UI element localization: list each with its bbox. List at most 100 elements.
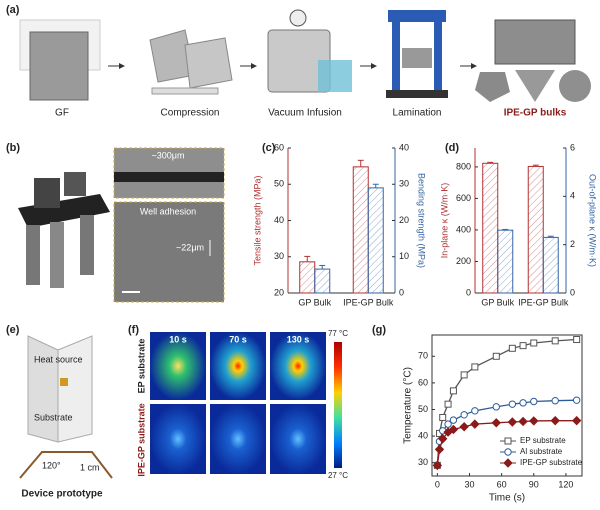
legend-marker: [504, 448, 512, 456]
y2-tick-label: 2: [570, 239, 575, 249]
marker: [530, 339, 538, 347]
panel-e: (e) Heat source Substrate 120° 1 cm Devi…: [6, 324, 113, 500]
y-tick-label: 400: [456, 224, 471, 234]
y-tick-label: 60: [418, 377, 428, 387]
error-bar: [502, 228, 509, 231]
gauge: [289, 9, 307, 27]
bar: [542, 236, 559, 294]
error-bar: [372, 183, 379, 188]
error-bar: [532, 164, 539, 167]
panel-label: (d): [445, 142, 459, 154]
sem-surface: [113, 201, 225, 303]
error-bar: [487, 161, 494, 164]
thermal-image: [210, 332, 266, 400]
bar: [367, 187, 384, 294]
bulk: [515, 70, 555, 102]
marker: [551, 337, 559, 345]
heat-source: [60, 378, 68, 386]
marker: [551, 397, 559, 405]
x-tick-label: 120: [558, 479, 573, 489]
legend-label: EP substrate: [520, 436, 566, 445]
y2-tick-label: 20: [399, 215, 409, 225]
y-tick-label: 30: [418, 457, 428, 467]
marker: [518, 416, 528, 427]
y-tick-label: 60: [274, 142, 284, 152]
y-tick-label: 50: [418, 404, 428, 414]
sheet: [184, 37, 233, 89]
bulk: [475, 72, 510, 102]
marker: [519, 399, 527, 407]
annotation: Heat source: [34, 354, 83, 364]
annotation: ~300μm: [152, 150, 185, 160]
y2-tick-label: 6: [570, 142, 575, 152]
panel-f: (f) 10 s 70 s 130 s EP substrate IPE-GP …: [128, 324, 348, 480]
bar: [314, 268, 331, 294]
time-label: 10 s: [169, 334, 187, 344]
sheet-stack: [151, 87, 219, 95]
y-tick-label: 30: [274, 251, 284, 261]
y-tick-label: 200: [456, 256, 471, 266]
plot-frame: [431, 334, 583, 477]
legend-marker: [504, 437, 512, 445]
annotation: 1 cm: [80, 462, 100, 472]
marker: [573, 336, 581, 344]
bar: [352, 166, 369, 294]
y-tick-label: 0: [466, 287, 471, 297]
error-bar: [357, 159, 364, 167]
y-axis-label: Temperature (°C): [403, 367, 414, 444]
y-tick-label: 40: [418, 430, 428, 440]
marker: [470, 419, 480, 429]
x-tick-label: 60: [497, 479, 507, 489]
thermal-image: [150, 332, 206, 400]
x-tick-label: 90: [529, 479, 539, 489]
panel-label: (e): [6, 324, 20, 336]
error-bar: [319, 264, 326, 270]
y-tick-label: 600: [456, 193, 471, 203]
x-tick-label: GP Bulk: [481, 297, 514, 307]
panel-label: (b): [6, 142, 20, 154]
step-label: Compression: [161, 108, 220, 119]
x-tick-label: GP Bulk: [298, 297, 331, 307]
y2-tick-label: 30: [399, 179, 409, 189]
colorbar-label: 77 °C: [328, 329, 348, 338]
marker: [571, 415, 582, 426]
step-label: Vacuum Infusion: [268, 108, 342, 119]
error-bar: [304, 255, 311, 262]
y-axis-label: Tensile strength (MPa): [252, 175, 262, 265]
marker: [439, 413, 447, 421]
panel-label: (g): [372, 324, 386, 336]
marker: [434, 444, 445, 455]
legend-marker: [503, 458, 513, 468]
y-tick-label: 50: [274, 179, 284, 189]
marker: [449, 416, 458, 424]
x-tick-label: 0: [435, 479, 440, 489]
legend-label: Al substrate: [520, 447, 563, 456]
marker: [507, 417, 518, 427]
step-label: IPE-GP bulks: [504, 108, 567, 119]
x-axis-label: Time (s): [489, 493, 525, 504]
y2-tick-label: 0: [399, 287, 404, 297]
y-tick-label: 800: [456, 161, 471, 171]
colorbar-label: 27 °C: [328, 471, 348, 480]
leg: [80, 215, 94, 275]
marker: [471, 407, 479, 415]
y2-tick-label: 0: [570, 287, 575, 297]
bulk: [494, 19, 576, 65]
sem-layer: [114, 172, 224, 182]
leg: [50, 222, 64, 288]
fin: [57, 335, 93, 443]
x-tick-label: 30: [464, 479, 474, 489]
platform: [18, 194, 110, 228]
x-tick-label: IPE-GP Bulk: [518, 297, 569, 307]
beaker: [318, 60, 352, 92]
error-bar: [547, 235, 554, 238]
annotation: ~22μm: [176, 242, 204, 252]
marker: [550, 415, 560, 426]
bulk: [559, 70, 591, 102]
weight: [64, 172, 86, 196]
marker: [444, 400, 452, 408]
thermal-image: [270, 332, 326, 400]
panel-b: (b) ~300μm Well adhesion ~22μm: [6, 142, 225, 303]
marker: [492, 403, 500, 411]
marker: [529, 416, 539, 426]
